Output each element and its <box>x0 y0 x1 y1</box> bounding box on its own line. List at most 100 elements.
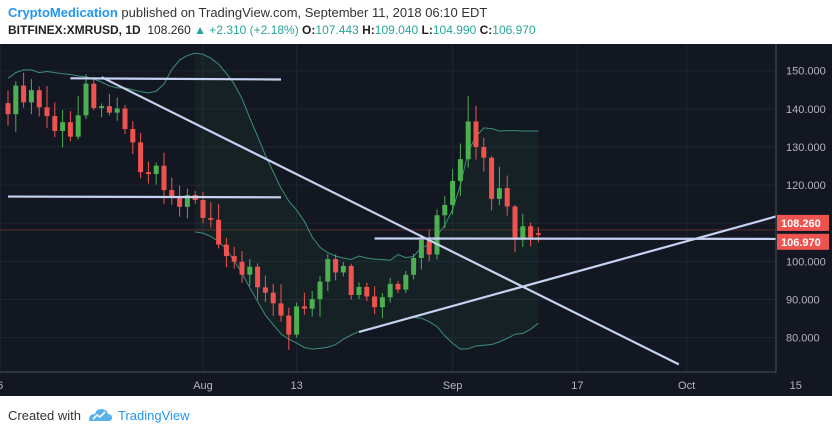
candle-body <box>528 226 534 238</box>
price-tag-label: 108.260 <box>781 218 821 230</box>
candle-body <box>465 121 471 160</box>
trendline-rising <box>358 215 777 334</box>
x-tick-label: Sep <box>443 380 463 392</box>
candle-body <box>255 266 261 288</box>
y-tick-label: 80.000 <box>786 333 820 345</box>
candle-body <box>67 122 73 137</box>
candle-body <box>372 296 378 308</box>
tradingview-brand[interactable]: TradingView <box>118 408 190 423</box>
candle-body <box>28 90 34 103</box>
candle-body <box>21 85 27 103</box>
candle-body <box>387 283 393 298</box>
candle-body <box>348 265 354 295</box>
low-value: 104.990 <box>432 23 477 37</box>
price-chart[interactable]: 150.000140.000130.000120.000110.000100.0… <box>0 44 832 396</box>
candle-body <box>278 303 284 316</box>
candle-body <box>239 261 245 275</box>
publish-line: CryptoMedication published on TradingVie… <box>8 5 487 20</box>
candle-body <box>44 107 50 117</box>
candle-body <box>294 306 300 335</box>
close-label: C: <box>479 23 493 37</box>
publish-info: published on TradingView.com, September … <box>121 5 488 20</box>
last-price: 108.260 <box>147 23 191 37</box>
candle-body <box>36 90 42 108</box>
candle-body <box>208 217 214 220</box>
close-value: 106.970 <box>492 23 536 37</box>
candles <box>5 72 541 350</box>
candle-body <box>395 283 401 290</box>
bollinger-upper-line <box>7 52 539 261</box>
open-value: 107.443 <box>315 23 359 37</box>
price-tag-bg <box>777 233 829 250</box>
candle-body <box>75 115 81 137</box>
y-tick-label: 150.000 <box>786 66 826 78</box>
candle-body <box>520 226 526 240</box>
candle-body <box>247 266 253 275</box>
candle-body <box>184 195 190 207</box>
candle-body <box>333 259 339 273</box>
time-axis[interactable] <box>0 372 776 396</box>
candle-body <box>153 165 159 175</box>
candle-body <box>317 281 323 300</box>
y-tick-label: 100.000 <box>786 256 826 268</box>
candle-body <box>270 292 276 304</box>
symbol-line: BITFINEX:XMRUSD, 1D 108.260 ▲ +2.310 (+2… <box>8 23 536 37</box>
candle-body <box>418 240 424 258</box>
candle-body <box>457 159 463 181</box>
candle-body <box>262 287 268 293</box>
candle-body <box>535 233 541 235</box>
candle-body <box>130 129 136 143</box>
x-tick-label: 17 <box>571 380 583 392</box>
y-tick-label: 130.000 <box>786 142 826 154</box>
candle-body <box>426 240 432 255</box>
trendlines[interactable] <box>7 76 777 366</box>
candle-body <box>481 146 487 158</box>
low-label: L: <box>421 23 433 37</box>
candle-body <box>496 188 502 199</box>
x-tick-label: 13 <box>290 380 302 392</box>
y-tick-label: 120.000 <box>786 180 826 192</box>
x-tick-label: 15 <box>790 380 802 392</box>
high-value: 109.040 <box>374 23 419 37</box>
tradingview-logo-icon[interactable] <box>87 406 113 424</box>
price-tags: 108.260 106.970 <box>777 214 829 250</box>
chart-area[interactable]: 150.000140.000130.000120.000110.000100.0… <box>0 44 832 396</box>
candle-body <box>138 142 144 173</box>
trendline-support-1 <box>7 195 282 199</box>
candle-body <box>364 286 370 297</box>
y-tick-label: 90.000 <box>786 295 820 307</box>
candle-body <box>177 197 183 207</box>
candle-body <box>489 157 495 199</box>
candle-body <box>200 199 206 218</box>
grid <box>0 44 797 372</box>
candle-body <box>99 106 105 109</box>
chart-background <box>0 44 832 396</box>
x-tick-label: 6 <box>0 380 3 392</box>
candle-body <box>403 274 409 290</box>
open-label: O: <box>302 23 316 37</box>
candle-body <box>114 108 120 113</box>
x-tick-label: Aug <box>193 380 213 392</box>
x-tick-label: Oct <box>678 380 695 392</box>
candle-body <box>231 256 237 262</box>
y-tick-label: 140.000 <box>786 104 826 116</box>
candle-body <box>169 190 175 198</box>
price-axis[interactable] <box>776 44 832 372</box>
candle-body <box>411 257 417 275</box>
candle-body <box>52 116 58 131</box>
candle-body <box>512 206 518 240</box>
candle-body <box>145 172 151 175</box>
candle-body <box>13 85 19 115</box>
author-link[interactable]: CryptoMedication <box>8 5 118 20</box>
candle-body <box>122 108 128 130</box>
candle-body <box>442 204 448 216</box>
created-with-label: Created with <box>8 408 81 423</box>
candle-body <box>340 265 346 273</box>
candle-body <box>5 103 11 115</box>
candle-body <box>83 83 89 116</box>
candle-body <box>216 219 222 245</box>
candle-body <box>309 299 315 309</box>
x-axis-labels: 6 Aug 13 Sep 17 Oct 15 <box>0 380 802 392</box>
price-tag-bg <box>777 214 829 231</box>
symbol-label: BITFINEX:XMRUSD, 1D <box>8 23 141 37</box>
